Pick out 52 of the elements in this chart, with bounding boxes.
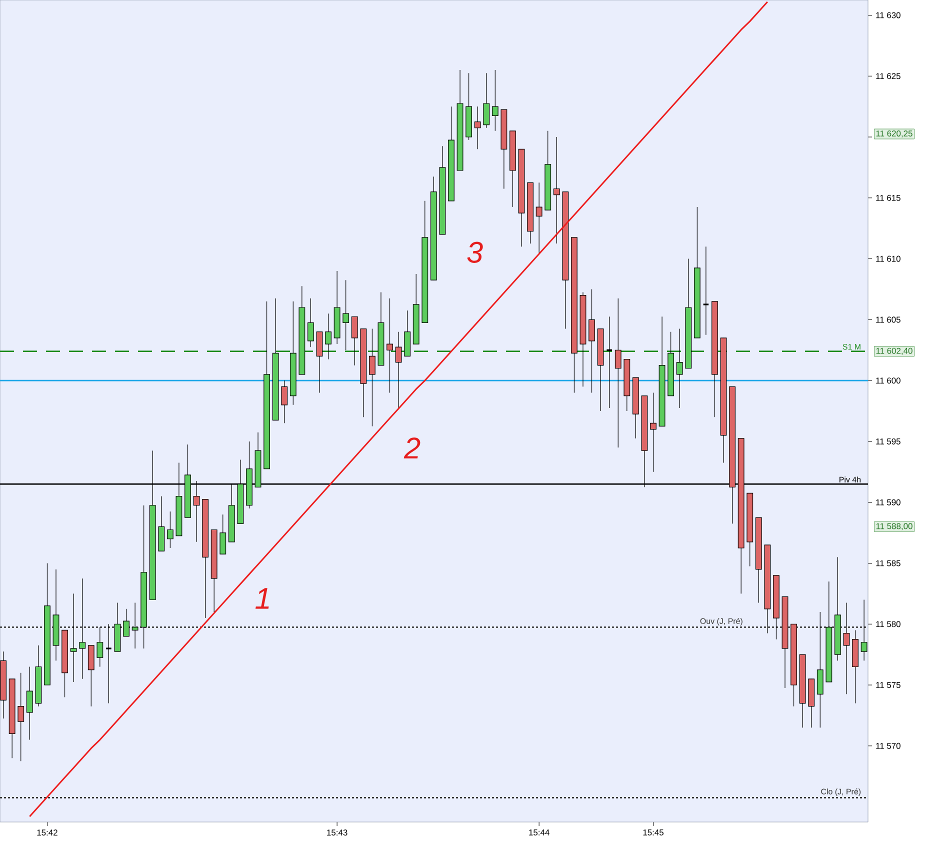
candlestick bbox=[483, 72, 490, 128]
candlestick bbox=[308, 298, 314, 348]
candlestick bbox=[220, 514, 226, 554]
candlestick bbox=[395, 332, 402, 408]
candlestick bbox=[325, 313, 332, 360]
text: 11 602,40 bbox=[876, 348, 912, 355]
candlestick bbox=[553, 136, 560, 244]
candlestick bbox=[676, 328, 683, 408]
y-tick-label: 11 615 bbox=[876, 194, 900, 201]
text: 11 588,00 bbox=[876, 523, 912, 530]
y-tick-label: 11 610 bbox=[876, 256, 900, 262]
candlestick bbox=[386, 298, 393, 394]
y-tick-label: 11 585 bbox=[876, 560, 900, 566]
candlestick bbox=[492, 70, 498, 132]
y-tick-label: 11 590 bbox=[876, 499, 900, 506]
y-tick-label: 11 570 bbox=[876, 742, 900, 749]
text: 11 620,25 bbox=[876, 130, 912, 138]
y-tick-label: 11 625 bbox=[876, 73, 900, 80]
x-tick-label: 15:42 bbox=[37, 830, 58, 836]
candlestick bbox=[860, 599, 868, 661]
candlestick bbox=[474, 106, 481, 150]
annotation: 1 bbox=[255, 588, 269, 609]
candlestick bbox=[26, 666, 33, 740]
candlestick bbox=[166, 511, 174, 548]
candlestick bbox=[342, 280, 350, 350]
y-tick-label: 11 600 bbox=[876, 378, 900, 384]
annotation: 3 bbox=[467, 242, 483, 263]
y-tick-label: 11 575 bbox=[876, 682, 900, 688]
candlestick bbox=[123, 608, 130, 637]
candlestick bbox=[351, 316, 358, 366]
candlestick bbox=[105, 624, 112, 704]
candlestick bbox=[588, 288, 595, 394]
candlestick bbox=[70, 593, 77, 682]
x-tick-label: 15:43 bbox=[327, 830, 348, 836]
candlestick bbox=[536, 182, 542, 253]
candlestick bbox=[843, 602, 850, 694]
y-tick-label: 11 605 bbox=[876, 316, 900, 323]
candlestick bbox=[281, 380, 288, 424]
y-tick-label: 11 630 bbox=[876, 12, 900, 18]
x-tick-label: 15:44 bbox=[529, 830, 550, 836]
x-tick-label: 15:45 bbox=[643, 830, 664, 836]
candlestick bbox=[18, 672, 24, 762]
candlestick bbox=[96, 626, 104, 668]
y-tick-label: 11 580 bbox=[876, 621, 900, 628]
candlestick bbox=[79, 578, 86, 680]
annotation: 2 bbox=[404, 438, 420, 458]
candlestick bbox=[650, 392, 656, 472]
y-tick-label: 11 595 bbox=[876, 438, 900, 444]
candlestick bbox=[132, 602, 138, 649]
candlestick bbox=[606, 316, 613, 408]
candlestick bbox=[369, 328, 376, 427]
candlestick bbox=[614, 298, 622, 448]
